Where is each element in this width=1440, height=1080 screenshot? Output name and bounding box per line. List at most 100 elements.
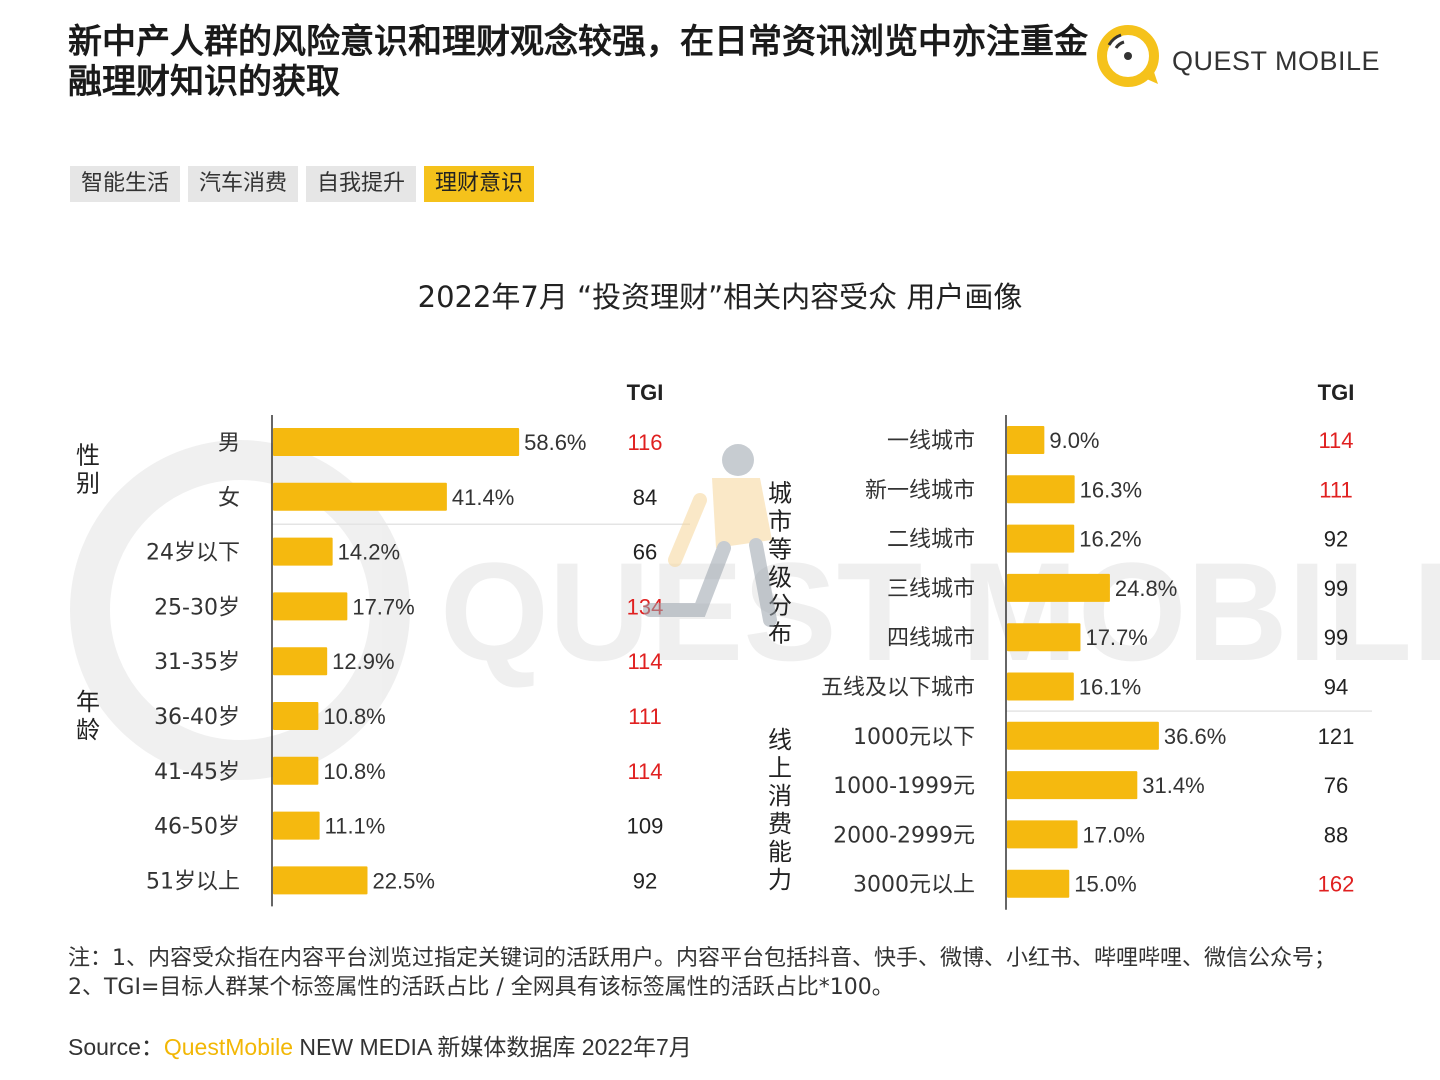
category-label: 1000-1999元 [833, 774, 975, 799]
watermark-logo-icon [70, 440, 410, 780]
category-label: 新一线城市 [865, 478, 975, 503]
tgi-value: 88 [1324, 822, 1348, 847]
category-label: 3000元以上 [853, 873, 975, 898]
value-label: 17.7% [1085, 625, 1147, 650]
bar-二线城市 [1007, 524, 1075, 553]
tgi-value: 114 [627, 759, 662, 784]
value-label: 58.6% [524, 430, 586, 455]
tgi-value: 84 [633, 485, 657, 510]
value-label: 15.0% [1074, 872, 1136, 897]
value-label: 24.8% [1115, 576, 1177, 601]
tab-smart-life[interactable]: 智能生活 [70, 166, 181, 202]
bar-25-30岁 [273, 592, 348, 621]
category-label: 51岁以上 [146, 869, 240, 894]
value-label: 10.8% [323, 759, 385, 784]
bar-24岁以下 [273, 537, 333, 566]
value-label: 16.3% [1080, 477, 1142, 502]
bar-41-45岁 [273, 756, 319, 785]
group-label: 线上消费能力 [768, 726, 792, 894]
category-label: 女 [218, 486, 240, 511]
tgi-header-1: TGI [627, 380, 664, 405]
group-label: 年龄 [76, 688, 100, 744]
category-label: 31-35岁 [154, 650, 240, 675]
tgi-value: 66 [633, 540, 657, 565]
category-label: 1000元以下 [853, 725, 975, 750]
tgi-value: 109 [627, 814, 664, 839]
chart-title: 2022年7月 “投资理财”相关内容受众 用户画像 [417, 280, 1023, 314]
category-label: 2000-2999元 [833, 823, 975, 848]
category-label: 二线城市 [887, 528, 975, 553]
value-label: 12.9% [332, 649, 394, 674]
tgi-value: 99 [1324, 625, 1348, 650]
value-label: 31.4% [1142, 773, 1204, 798]
value-label: 16.1% [1079, 675, 1141, 700]
value-label: 36.6% [1164, 724, 1226, 749]
category-label: 25-30岁 [154, 595, 240, 620]
value-label: 11.1% [325, 814, 386, 839]
tgi-value: 76 [1324, 773, 1348, 798]
logo-text: QUEST MOBILE [1172, 46, 1381, 76]
bar-一线城市 [1007, 426, 1045, 454]
bar-女 [273, 482, 447, 511]
footnote: 注：1、内容受众指在内容平台浏览过指定关键词的活跃用户。内容平台包括抖音、快手、… [68, 946, 1337, 1000]
bar-2000-2999元 [1007, 820, 1078, 849]
group-label: 性别 [76, 441, 100, 497]
logo-mark-icon [1097, 25, 1159, 87]
category-label: 男 [218, 431, 240, 456]
bar-新一线城市 [1007, 475, 1075, 504]
category-label: 46-50岁 [154, 815, 240, 840]
value-label: 22.5% [373, 868, 435, 893]
bar-1000元以下 [1007, 721, 1159, 750]
value-label: 41.4% [452, 485, 514, 510]
source-prefix: Source： [68, 1034, 164, 1060]
category-label: 三线城市 [887, 577, 975, 602]
bar-四线城市 [1007, 623, 1081, 652]
value-label: 9.0% [1049, 428, 1099, 453]
value-label: 10.8% [323, 704, 385, 729]
value-label: 17.7% [352, 594, 414, 619]
tgi-value: 162 [1318, 872, 1355, 897]
tgi-value: 111 [1319, 477, 1352, 502]
value-label: 16.2% [1079, 527, 1141, 552]
runner-illustration [643, 444, 777, 627]
tgi-value: 94 [1324, 675, 1348, 700]
bar-男 [273, 428, 520, 456]
tgi-value: 114 [627, 649, 662, 674]
tgi-value: 121 [1318, 724, 1355, 749]
tgi-value: 92 [633, 868, 657, 893]
source-line: Source：QuestMobile NEW MEDIA 新媒体数据库 2022… [68, 1028, 692, 1062]
category-label: 36-40岁 [154, 705, 240, 730]
category-tabs: 智能生活 汽车消费 自我提升 理财意识 [70, 166, 535, 202]
tab-self-improvement[interactable]: 自我提升 [306, 166, 417, 202]
bar-1000-1999元 [1007, 771, 1138, 800]
page-headline: 新中产人群的风险意识和理财观念较强，在日常资讯浏览中亦注重金融理财知识的获取 [68, 22, 1088, 102]
questmobile-logo: QUEST MOBILE [1092, 18, 1392, 98]
bar-3000元以上 [1007, 869, 1070, 898]
tgi-value: 114 [1318, 428, 1353, 453]
tab-financial-awareness[interactable]: 理财意识 [424, 166, 535, 202]
category-label: 一线城市 [887, 429, 975, 454]
value-label: 14.2% [338, 540, 400, 565]
category-label: 24岁以下 [146, 541, 240, 566]
watermark-text: QUEST MOBILE [440, 533, 1440, 690]
category-label: 五线及以下城市 [821, 676, 975, 701]
bar-46-50岁 [273, 811, 320, 840]
tab-car-consumption[interactable]: 汽车消费 [188, 166, 299, 202]
bar-51岁以上 [273, 866, 368, 895]
bar-三线城市 [1007, 573, 1110, 602]
source-rest: NEW MEDIA 新媒体数据库 2022年7月 [293, 1034, 692, 1060]
value-label: 17.0% [1083, 822, 1145, 847]
source-brand: QuestMobile [163, 1034, 293, 1060]
bar-31-35岁 [273, 647, 328, 676]
tgi-header-2: TGI [1318, 380, 1355, 405]
category-label: 41-45岁 [154, 760, 240, 785]
tgi-value: 111 [628, 704, 661, 729]
tgi-value: 116 [627, 430, 662, 455]
tgi-value: 92 [1324, 527, 1348, 552]
tgi-value: 99 [1324, 576, 1348, 601]
bar-五线及以下城市 [1007, 672, 1074, 701]
bar-36-40岁 [273, 702, 319, 730]
category-label: 四线城市 [887, 626, 975, 651]
